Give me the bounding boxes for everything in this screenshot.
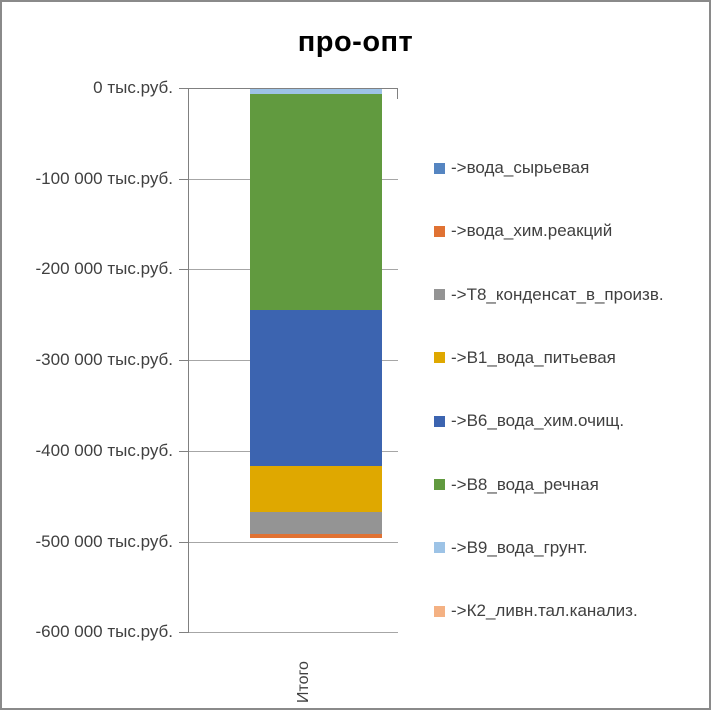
y-axis-tick xyxy=(179,450,189,452)
x-axis-zero-line xyxy=(188,88,398,89)
bar-segment[interactable] xyxy=(250,466,382,512)
bar-segment[interactable] xyxy=(250,310,382,467)
y-axis-tick xyxy=(179,360,189,362)
legend-swatch-icon xyxy=(434,352,445,364)
y-axis-tick xyxy=(179,178,189,180)
legend-swatch-icon xyxy=(434,605,445,617)
legend-item[interactable]: ->К2_ливн.тал.канализ. xyxy=(434,601,638,621)
category-label: Итого xyxy=(295,661,312,703)
bar-segment[interactable] xyxy=(250,89,382,94)
y-axis-tick-label: -500 000 тыс.руб. xyxy=(35,531,173,551)
y-axis-tick-label: 0 тыс.руб. xyxy=(93,78,173,97)
legend-swatch-icon xyxy=(434,542,445,554)
legend-item[interactable]: ->В1_вода_питьевая xyxy=(434,348,616,368)
gridline xyxy=(189,541,398,543)
legend-item[interactable]: ->В9_вода_грунт. xyxy=(434,538,588,558)
y-axis-tick xyxy=(179,269,189,271)
legend-label: ->К2_ливн.тал.канализ. xyxy=(451,601,638,621)
chart-title: про-опт xyxy=(297,26,414,58)
legend-label: ->Т8_конденсат_в_произв. xyxy=(451,284,664,304)
legend-swatch-icon xyxy=(434,162,445,174)
legend-swatch-icon xyxy=(434,415,445,427)
bar-segment[interactable] xyxy=(250,93,382,311)
y-axis-line xyxy=(188,88,189,633)
legend-item[interactable]: ->вода_хим.реакций xyxy=(434,221,612,241)
legend-label: ->В9_вода_грунт. xyxy=(451,537,588,557)
y-axis-tick-label: -200 000 тыс.руб. xyxy=(35,259,173,279)
legend-label: ->В1_вода_питьевая xyxy=(451,347,616,367)
legend-label: ->вода_сырьевая xyxy=(451,158,590,177)
legend-label: ->В6_вода_хим.очищ. xyxy=(451,411,625,431)
legend-swatch-icon xyxy=(434,289,445,301)
legend-item[interactable]: ->В8_вода_речная xyxy=(434,475,599,495)
gridline xyxy=(189,632,398,634)
legend-label: ->вода_хим.реакций xyxy=(451,221,613,241)
y-axis-tick-label: -600 000 тыс.руб. xyxy=(35,622,173,642)
y-axis-tick-label: -400 000 тыс.руб. xyxy=(35,440,173,460)
stacked-bar[interactable] xyxy=(250,89,382,538)
legend-item[interactable]: ->вода_сырьевая xyxy=(434,158,589,178)
y-axis-tick xyxy=(179,632,189,634)
y-axis-tick-label: -300 000 тыс.руб. xyxy=(35,350,173,370)
legend-label: ->В8_вода_речная xyxy=(451,474,599,494)
legend-swatch-icon xyxy=(434,479,445,490)
x-axis-end-tick xyxy=(397,88,398,99)
bar-segment[interactable] xyxy=(250,511,382,535)
bar-segment[interactable] xyxy=(250,534,382,538)
y-axis-tick-label: -100 000 тыс.руб. xyxy=(35,168,173,188)
y-axis-tick xyxy=(179,88,189,89)
y-axis-tick xyxy=(179,541,189,543)
legend-item[interactable]: ->Т8_конденсат_в_произв. xyxy=(434,285,664,305)
legend-item[interactable]: ->В6_вода_хим.очищ. xyxy=(434,411,624,431)
legend-swatch-icon xyxy=(434,225,445,237)
